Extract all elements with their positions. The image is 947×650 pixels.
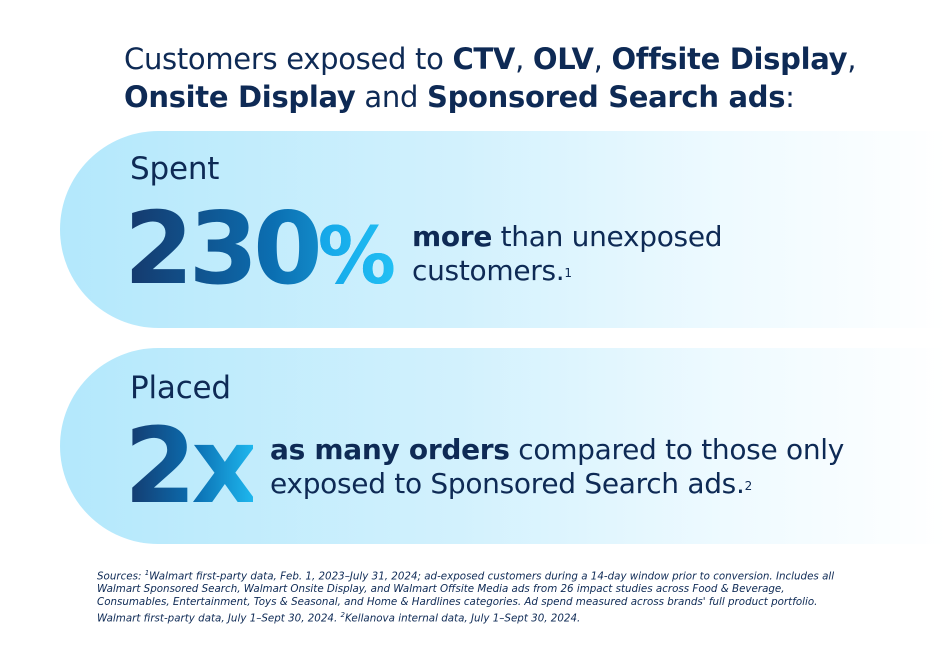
headline-offsite: Offsite Display (611, 42, 848, 76)
headline-ctv: CTV (452, 42, 516, 76)
headline-onsite: Onsite Display (124, 80, 356, 114)
headline-colon: : (785, 80, 795, 114)
sources-prefix: Sources: (97, 570, 145, 583)
stat-description: as many orders compared to those only ex… (270, 433, 910, 501)
stat-description-text: compared to those only exposed to Sponso… (270, 433, 845, 500)
stat-percent-sign: % (317, 212, 396, 302)
stat-number: 2x (124, 405, 258, 527)
footnote-marker: 2 (340, 611, 345, 620)
sources-text: Kellanova internal data, July 1–Sept 30,… (344, 612, 581, 625)
footnote-marker: 1 (564, 266, 572, 280)
headline: Customers exposed to CTV, OLV, Offsite D… (124, 40, 924, 116)
stat-verb: Placed (130, 370, 231, 406)
stat-card-spent: Spent 230% more than unexposed customers… (60, 131, 947, 328)
stat-number-value: 230 (124, 190, 318, 307)
headline-sep: , (593, 42, 612, 76)
stat-description: more than unexposed customers.1 (412, 220, 772, 288)
headline-and: and (355, 80, 427, 114)
stat-number: 230% (124, 199, 396, 299)
headline-sponsored: Sponsored Search ads (426, 80, 786, 114)
footnote-marker: 1 (144, 569, 150, 577)
headline-intro: Customers exposed to (124, 42, 453, 76)
stat-description-bold: as many orders (270, 433, 510, 466)
sources-text: Walmart first-party data, Feb. 1, 2023–J… (97, 570, 835, 625)
sources-footnote: Sources: 1Walmart first-party data, Feb.… (97, 567, 837, 626)
headline-olv: OLV (532, 42, 594, 76)
stat-description-bold: more (412, 220, 493, 253)
stat-card-placed: Placed 2x as many orders compared to tho… (60, 348, 947, 544)
footnote-marker: 2 (744, 479, 753, 493)
stat-verb: Spent (130, 151, 220, 187)
headline-sep: , (515, 42, 533, 76)
headline-sep: , (847, 42, 857, 76)
stat-description-text: than unexposed customers. (412, 220, 723, 287)
